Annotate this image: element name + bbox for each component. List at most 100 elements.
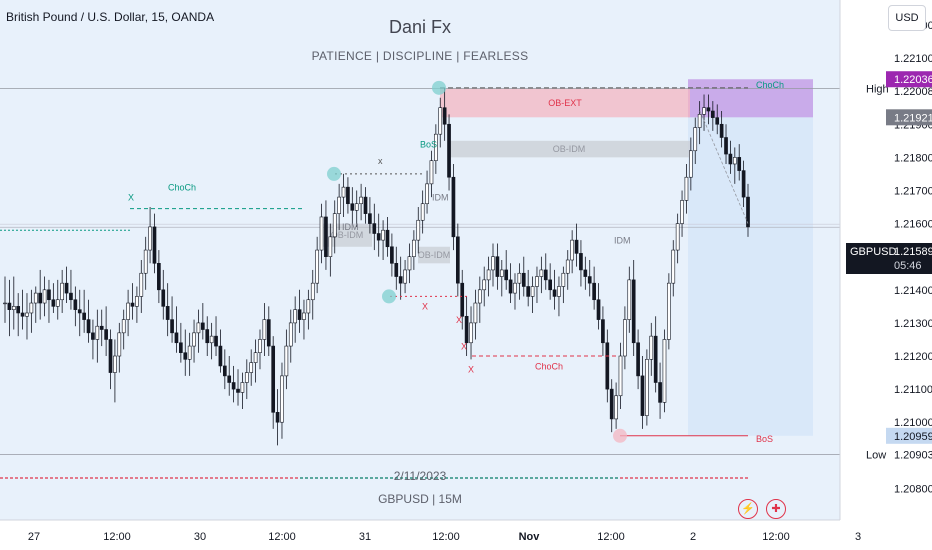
annotation-label: X (461, 341, 467, 351)
candle-body (297, 309, 302, 320)
candle-body (108, 339, 113, 373)
annotation-label: X (456, 315, 462, 325)
annotation-label: ChoCh (756, 80, 784, 90)
candle-body (438, 107, 443, 135)
candle-body (706, 107, 711, 112)
x-tick-label: 12:00 (432, 531, 460, 543)
candle-body (627, 279, 632, 320)
y-tick-label: 1.22008 (894, 86, 932, 98)
candle-body (187, 345, 192, 360)
candle-body (557, 286, 561, 297)
y-tick-label: 1.21700 (894, 185, 932, 197)
candle-body (148, 226, 152, 251)
candle-body (434, 133, 438, 161)
candle-body (460, 282, 465, 317)
candle-body (236, 388, 240, 393)
candle-body (385, 229, 390, 248)
candle-body (209, 335, 214, 344)
candle-body (275, 411, 280, 423)
candle-body (262, 319, 267, 340)
currency-button[interactable]: USD (888, 5, 926, 31)
candle-body (587, 276, 592, 284)
candle-body (570, 239, 574, 261)
candle-body (645, 359, 649, 416)
candle-body (3, 302, 7, 305)
candle-body (324, 216, 328, 257)
candle-body (746, 196, 750, 228)
candle-body (328, 236, 333, 257)
zone-label: OB-IDM (331, 230, 364, 240)
candle-body (689, 150, 693, 178)
candle-body (442, 107, 447, 125)
candle-body (649, 335, 654, 360)
candle-body (20, 312, 25, 317)
candle-body (732, 157, 737, 165)
projection-zone (688, 88, 813, 436)
candle-body (38, 292, 43, 304)
candle-body (29, 302, 34, 314)
candle-body (552, 289, 557, 297)
watermark-subtitle: PATIENCE | DISCIPLINE | FEARLESS (311, 49, 529, 63)
y-tick-label: 1.21300 (894, 318, 932, 330)
candle-body (662, 339, 667, 403)
candle-body (11, 306, 16, 310)
x-tick-label: 3 (855, 531, 861, 543)
candle-body (244, 372, 249, 383)
candle-body (337, 196, 341, 214)
candle-body (623, 319, 627, 357)
candle-body (359, 196, 363, 205)
order-block-zone (440, 88, 690, 118)
candle-body (306, 299, 311, 314)
candle-body (495, 256, 500, 277)
flash-icon[interactable]: ⚡ (738, 499, 758, 519)
candle-body (95, 325, 100, 340)
candle-body (508, 279, 513, 294)
candle-body (636, 342, 640, 377)
symbol-title: British Pound / U.S. Dollar, 15, OANDA (6, 10, 215, 24)
x-tick-label: 12:00 (268, 531, 296, 543)
level-label: High (866, 84, 889, 96)
candle-body (280, 375, 284, 423)
annotation-label: X (468, 365, 474, 375)
candle-body (513, 282, 517, 294)
x-tick-label: Nov (519, 531, 541, 543)
candle-body (693, 127, 698, 152)
candle-body (227, 375, 232, 383)
candle-body (680, 200, 684, 224)
x-tick-label: 12:00 (103, 531, 131, 543)
candle-body (60, 282, 64, 301)
annotation-label: ChoCh (535, 361, 563, 371)
candle-body (302, 312, 306, 320)
candle-body (390, 246, 394, 264)
candle-body (412, 239, 416, 257)
candle-body (579, 253, 583, 271)
annotation-label: IDM (432, 192, 449, 202)
candle-body (55, 299, 60, 307)
candle-body (47, 289, 51, 301)
watermark-title: Dani Fx (388, 17, 451, 37)
price-label-box (886, 427, 932, 444)
y-tick-label: 1.21200 (894, 351, 932, 363)
x-tick-label: 30 (194, 531, 206, 543)
candle-body (535, 276, 539, 287)
candle-body (240, 382, 245, 393)
candle-body (293, 309, 298, 324)
candle-body (561, 272, 566, 287)
current-price-value: 1.21589 (894, 246, 932, 258)
uk-flag-icon[interactable]: ✚ (766, 499, 786, 519)
candle-body (25, 312, 29, 317)
candle-body (403, 269, 407, 284)
candle-body (482, 279, 487, 291)
candle-body (315, 249, 319, 284)
candle-body (486, 269, 491, 281)
candle-body (420, 203, 425, 221)
candle-body (271, 345, 276, 413)
candle-body (710, 110, 715, 118)
annotation-label: X (422, 302, 428, 312)
annotation-label: IDM (614, 235, 631, 245)
annotation-label: X (128, 192, 134, 202)
candle-body (719, 123, 724, 138)
candle-body (543, 269, 548, 281)
candle-body (231, 382, 236, 390)
